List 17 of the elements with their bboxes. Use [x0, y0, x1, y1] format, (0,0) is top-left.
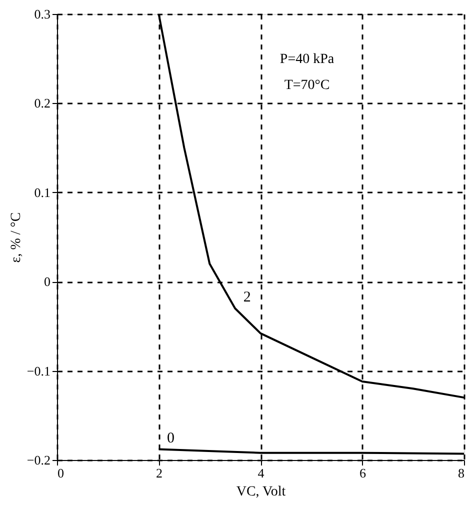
annotation: P=40 kPa	[280, 52, 335, 67]
annotation: T=70°C	[284, 78, 330, 93]
y-tick-label: 0.2	[34, 96, 50, 111]
x-tick-label: 6	[360, 466, 366, 480]
x-tick-label: 4	[258, 466, 265, 480]
y-tick-label: −0.2	[26, 452, 50, 468]
x-tick-label: 2	[156, 466, 162, 480]
y-tick-label: 0	[44, 274, 50, 290]
y-axis-title: ε, % / °C	[8, 212, 24, 263]
x-axis-title: VC, Volt	[236, 484, 286, 500]
x-tick-label: 8	[458, 466, 464, 480]
y-tick-label: 0.3	[34, 6, 50, 22]
series-label: 0	[167, 430, 174, 446]
series-label: 2	[243, 289, 251, 306]
x-tick-label: 0	[58, 466, 64, 480]
y-tick-label: −0.1	[26, 363, 50, 378]
y-tick-label: 0.1	[34, 184, 50, 200]
